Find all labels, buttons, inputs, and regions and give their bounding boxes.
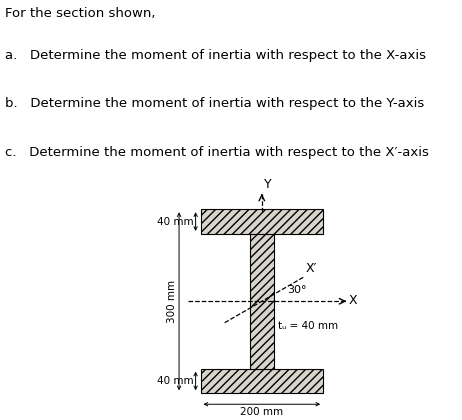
Text: Y: Y: [264, 178, 272, 191]
Text: b.   Determine the moment of inertia with respect to the Y-axis: b. Determine the moment of inertia with …: [5, 97, 424, 110]
Text: 200 mm: 200 mm: [240, 407, 283, 417]
Text: X′: X′: [305, 262, 317, 275]
Text: c.   Determine the moment of inertia with respect to the X′-axis: c. Determine the moment of inertia with …: [5, 145, 428, 158]
Text: X: X: [348, 294, 357, 307]
Bar: [201, 209, 323, 234]
Bar: [201, 369, 323, 393]
Text: tᵤ = 40 mm: tᵤ = 40 mm: [278, 321, 338, 331]
Bar: [249, 234, 274, 369]
Text: 30°: 30°: [287, 285, 307, 295]
Text: 40 mm: 40 mm: [157, 217, 194, 226]
Text: 300 mm: 300 mm: [167, 280, 176, 323]
Text: For the section shown,: For the section shown,: [5, 7, 155, 20]
Text: a.   Determine the moment of inertia with respect to the X-axis: a. Determine the moment of inertia with …: [5, 48, 426, 61]
Text: 40 mm: 40 mm: [157, 376, 194, 386]
